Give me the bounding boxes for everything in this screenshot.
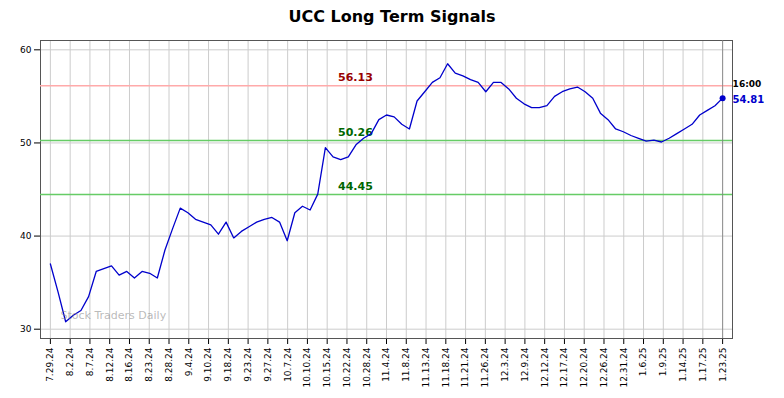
svg-text:11.21.24: 11.21.24: [460, 347, 470, 387]
svg-text:1.14.25: 1.14.25: [678, 348, 688, 382]
svg-text:9.4.24: 9.4.24: [184, 347, 194, 376]
svg-text:12.12.24: 12.12.24: [540, 347, 550, 387]
svg-text:16:00: 16:00: [733, 79, 762, 89]
svg-text:10.22.24: 10.22.24: [342, 347, 352, 387]
svg-text:1.9.25: 1.9.25: [658, 348, 668, 377]
svg-text:8.23.24: 8.23.24: [144, 347, 154, 382]
svg-text:44.45: 44.45: [338, 180, 373, 193]
svg-text:11.4.24: 11.4.24: [381, 347, 391, 382]
svg-text:8.2.24: 8.2.24: [65, 347, 75, 376]
svg-text:60: 60: [20, 45, 32, 55]
svg-text:10.15.24: 10.15.24: [322, 347, 332, 387]
svg-text:12.3.24: 12.3.24: [500, 347, 510, 382]
svg-text:11.26.24: 11.26.24: [480, 347, 490, 387]
svg-text:7.29.24: 7.29.24: [45, 347, 55, 382]
svg-text:54.81: 54.81: [733, 94, 765, 105]
svg-text:11.8.24: 11.8.24: [401, 347, 411, 382]
svg-text:9.10.24: 9.10.24: [203, 347, 213, 382]
svg-text:9.23.24: 9.23.24: [243, 347, 253, 382]
svg-text:1.6.25: 1.6.25: [638, 348, 648, 377]
svg-text:10.10.24: 10.10.24: [302, 347, 312, 387]
svg-text:50.26: 50.26: [338, 126, 373, 139]
svg-text:8.12.24: 8.12.24: [105, 347, 115, 382]
html-text:UCC Long Term Signals: UCC Long Term Signals: [288, 7, 496, 26]
svg-text:12.9.24: 12.9.24: [520, 347, 530, 382]
svg-text:11.13.24: 11.13.24: [421, 347, 431, 387]
svg-text:30: 30: [20, 324, 32, 334]
svg-text:1.17.25: 1.17.25: [698, 348, 708, 382]
svg-text:12.17.24: 12.17.24: [559, 347, 569, 387]
svg-text:8.16.24: 8.16.24: [124, 347, 134, 382]
svg-text:8.28.24: 8.28.24: [164, 347, 174, 382]
svg-text:9.27.24: 9.27.24: [263, 347, 273, 382]
svg-text:40: 40: [20, 231, 32, 241]
svg-text:10.28.24: 10.28.24: [362, 347, 372, 387]
svg-text:12.31.24: 12.31.24: [619, 347, 629, 387]
svg-text:1.23.25: 1.23.25: [717, 348, 727, 382]
svg-text:9.18.24: 9.18.24: [223, 347, 233, 382]
svg-text:10.7.24: 10.7.24: [283, 347, 293, 382]
svg-text:8.7.24: 8.7.24: [85, 347, 95, 376]
svg-text:56.13: 56.13: [338, 71, 373, 84]
svg-text:12.26.24: 12.26.24: [599, 347, 609, 387]
svg-text:Stock Traders Daily: Stock Traders Daily: [61, 309, 167, 322]
svg-text:50: 50: [20, 138, 32, 148]
svg-text:11.18.24: 11.18.24: [441, 347, 451, 387]
svg-text:12.20.24: 12.20.24: [579, 347, 589, 387]
